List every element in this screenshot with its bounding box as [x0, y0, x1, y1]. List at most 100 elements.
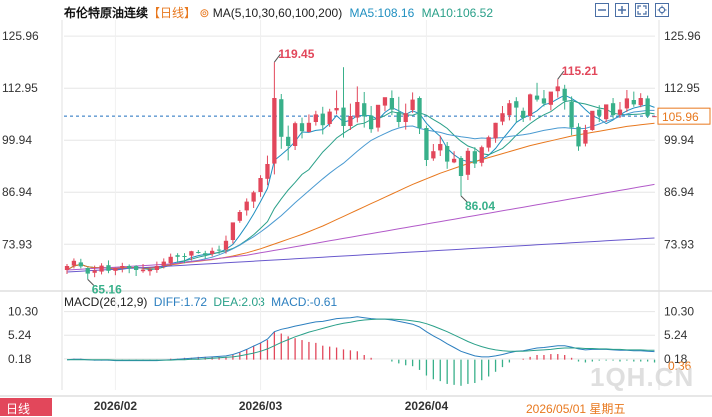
candle-body — [500, 113, 505, 122]
date-tick-label: 2026/03 — [239, 399, 283, 413]
candle-body — [638, 98, 643, 106]
candle-body — [313, 114, 318, 122]
candle-body — [292, 123, 298, 146]
candle-body — [493, 122, 498, 139]
candle-body — [154, 266, 160, 270]
candle-body — [182, 256, 187, 257]
candle-body — [189, 251, 194, 256]
annotation-label: 65.16 — [92, 282, 122, 296]
ma5-value: MA5:108.16 — [349, 6, 415, 20]
candle-body — [576, 126, 581, 147]
candle-body — [624, 98, 630, 109]
candle-body — [486, 137, 491, 148]
price-tick-label-right: 99.94 — [664, 133, 694, 147]
price-tick-label-right: 112.95 — [664, 81, 700, 95]
date-tick-label: 2026/02 — [94, 399, 138, 413]
macd-tick-label-right: 10.30 — [664, 305, 694, 319]
watermark-logo: 1QH.CN — [590, 362, 695, 392]
candle-body — [196, 252, 201, 253]
candle-body — [548, 91, 554, 105]
candle-body — [251, 192, 256, 202]
candle-body — [382, 97, 388, 106]
candle-body — [610, 103, 616, 116]
candle-body — [237, 212, 242, 221]
candle-body — [514, 101, 519, 108]
candle-body — [410, 99, 415, 110]
zoom-out-icon[interactable] — [594, 2, 610, 18]
candle-body — [479, 147, 484, 163]
fullscreen-icon[interactable] — [634, 2, 650, 18]
candle-body — [334, 108, 339, 111]
candle-body — [286, 136, 291, 146]
candle-body — [175, 255, 180, 257]
candle-body — [424, 128, 429, 160]
candle-body — [265, 164, 270, 179]
candle-body — [355, 102, 360, 118]
ma-line-ma200 — [66, 237, 655, 273]
candle-body — [375, 104, 381, 128]
candle-body — [272, 98, 277, 164]
candle-body — [368, 115, 374, 130]
candle-body — [604, 104, 609, 120]
candle-body — [590, 110, 595, 130]
macd-tick-label-right: 0.18 — [664, 352, 688, 366]
zoom-in-icon[interactable] — [614, 2, 630, 18]
candle-body — [417, 98, 422, 128]
price-tick-label-right: 125.96 — [664, 29, 701, 43]
candle-body — [223, 240, 229, 250]
candle-body — [140, 269, 146, 272]
candle-body — [258, 178, 263, 192]
candle-body — [534, 95, 540, 100]
candle-body — [472, 151, 477, 164]
price-tick-label-right: 73.93 — [664, 237, 694, 251]
candle-body — [362, 103, 367, 117]
candle-body — [99, 265, 104, 272]
ma-line-ma10 — [66, 99, 655, 271]
macd-hist-value: MACD:-0.61 — [271, 295, 338, 309]
instrument-title: 布伦特原油连续 — [64, 6, 149, 20]
candle-body — [541, 98, 547, 104]
ma-label: MA(5,10,30,60,100,200) — [212, 6, 343, 20]
macd-dea-value: DEA:2.03 — [213, 295, 265, 309]
candle-body — [230, 222, 236, 240]
candle-body — [527, 94, 533, 116]
candle-body — [645, 98, 650, 116]
macd-header: MACD(26,12,9) DIFF:1.72 DEA:2.03 MACD:-0… — [64, 295, 337, 309]
candle-body — [341, 107, 346, 126]
current-date-label: 2026/05/01 星期五 — [526, 402, 626, 416]
ma-line-ma30 — [66, 109, 655, 271]
period-tab[interactable] — [0, 398, 52, 416]
annotation-pointer — [460, 195, 468, 203]
ma-line-ma100 — [66, 183, 655, 271]
price-tick-label-left: 86.94 — [2, 185, 32, 199]
settings-icon[interactable] — [654, 2, 670, 18]
gear-icon[interactable]: ⊚ — [199, 6, 210, 20]
price-tick-label-left: 112.95 — [2, 81, 38, 95]
candle-body — [216, 249, 222, 251]
annotation-pointer — [87, 279, 95, 286]
candle-body — [85, 268, 90, 274]
candle-body — [64, 266, 70, 270]
candle-body — [71, 260, 77, 266]
period-selector[interactable]: 【日线】 — [148, 6, 197, 20]
price-tick-label-left: 125.96 — [2, 29, 39, 43]
annotation-pointer — [273, 53, 281, 63]
macd-current-label: 0.36 — [668, 359, 692, 373]
candle-body — [431, 151, 436, 159]
candle-body — [133, 266, 139, 270]
candle-body — [631, 100, 636, 105]
candle-body — [507, 103, 512, 116]
period-tab-label: 日线 — [6, 402, 31, 416]
macd-diff-line — [66, 316, 655, 362]
annotation-label: 119.45 — [278, 47, 314, 61]
candle-body — [597, 109, 602, 116]
candle-body — [320, 113, 325, 126]
current-price-label: 105.96 — [662, 110, 699, 124]
candle-body — [451, 158, 457, 163]
candle-body — [161, 261, 166, 266]
annotation-label: 86.04 — [465, 199, 495, 213]
current-price-tag — [657, 107, 711, 125]
candle-body — [327, 111, 332, 124]
candle-body — [617, 109, 623, 115]
